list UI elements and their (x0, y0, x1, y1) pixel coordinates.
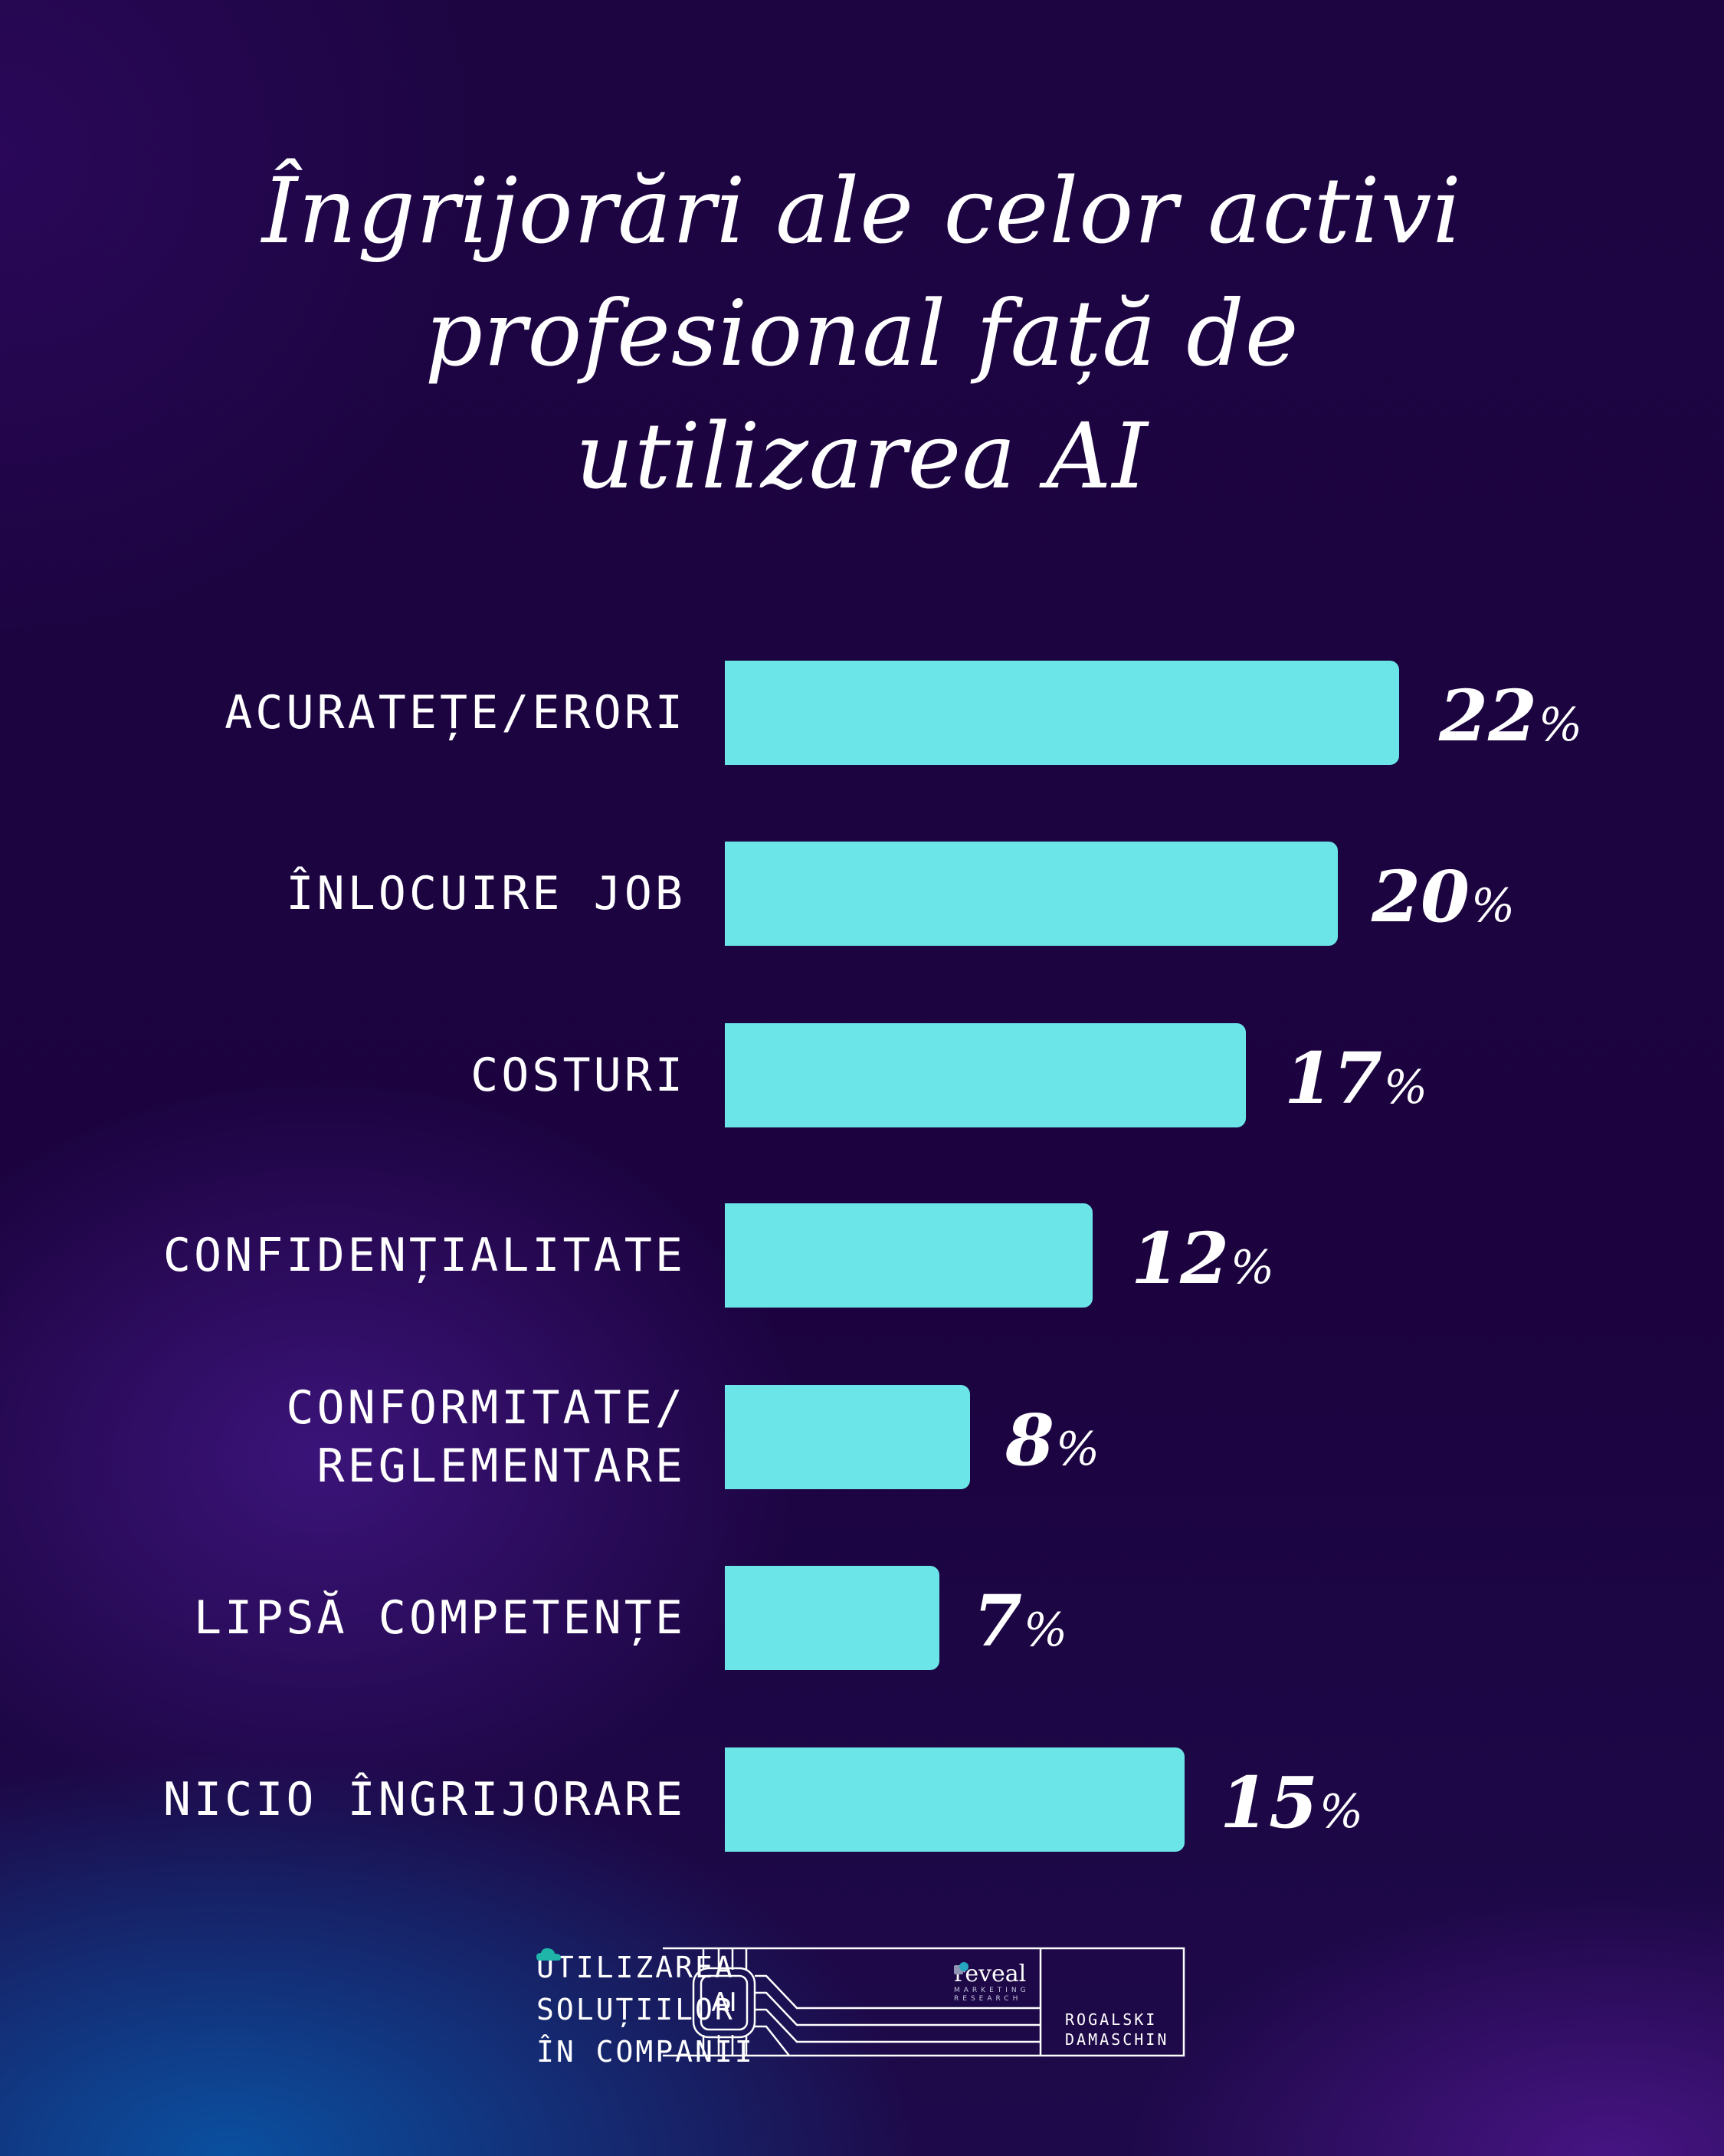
value-label: 17% (1284, 1037, 1428, 1120)
value-label: 12% (1131, 1217, 1275, 1300)
chart-row: CONFORMITATE/ REGLEMENTARE 8% (0, 1381, 1724, 1493)
bar (725, 661, 1399, 765)
bar (725, 1385, 970, 1489)
bar (725, 1023, 1246, 1127)
cloud-icon (536, 1948, 561, 1961)
bar (725, 1566, 939, 1670)
reveal-mark-icon (954, 1962, 969, 1974)
chart-row: ÎNLOCUIRE JOB 20% (0, 842, 1724, 946)
rogalski-damaschin-logo: ROGALSKI DAMASCHIN (1065, 2010, 1169, 2049)
bar (725, 842, 1338, 946)
category-label: COSTURI (470, 1048, 686, 1102)
bar (725, 1747, 1185, 1852)
chart-row: COSTURI 17% (0, 1023, 1724, 1127)
category-label: NICIO ÎNGRIJORARE (162, 1773, 686, 1826)
value-label: 22% (1439, 674, 1583, 757)
footer-branding: UTILIZAREA SOLUȚIILOR ÎN COMPANII AI rev… (536, 1947, 1195, 2085)
chart-row: LIPSĂ COMPETENȚE 7% (0, 1566, 1724, 1670)
bar (725, 1203, 1093, 1308)
category-label: ACURATEȚE/ERORI (225, 686, 686, 740)
value-label: 20% (1372, 855, 1516, 938)
category-label: LIPSĂ COMPETENȚE (194, 1591, 686, 1645)
title-line-1: Îngrijorări ale celor activi (261, 158, 1463, 264)
chip-label: AI (711, 1987, 737, 2018)
reveal-logo: reveal MARKETING RESEARCH (954, 1961, 1030, 2003)
category-label: CONFIDENȚIALITATE (162, 1229, 686, 1282)
category-label: ÎNLOCUIRE JOB (286, 867, 686, 920)
chart-row: NICIO ÎNGRIJORARE 15% (0, 1747, 1724, 1852)
title-line-2: profesional față de (424, 281, 1300, 386)
category-label: CONFORMITATE/ REGLEMENTARE (286, 1381, 686, 1493)
circuit-chip-icon (663, 1947, 1185, 2057)
bar-chart: ACURATEȚE/ERORI 22% ÎNLOCUIRE JOB 20% CO… (0, 661, 1724, 1852)
value-label: 8% (1005, 1399, 1100, 1482)
value-label: 7% (973, 1580, 1068, 1662)
series-title: UTILIZAREA SOLUȚIILOR ÎN COMPANII (536, 1951, 755, 2069)
title-line-3: utilizarea AI (575, 403, 1149, 509)
chart-row: ACURATEȚE/ERORI 22% (0, 661, 1724, 765)
value-label: 15% (1220, 1761, 1364, 1844)
chart-row: CONFIDENȚIALITATE 12% (0, 1203, 1724, 1308)
chart-title: Îngrijorări ale celor activi profesional… (0, 149, 1724, 517)
